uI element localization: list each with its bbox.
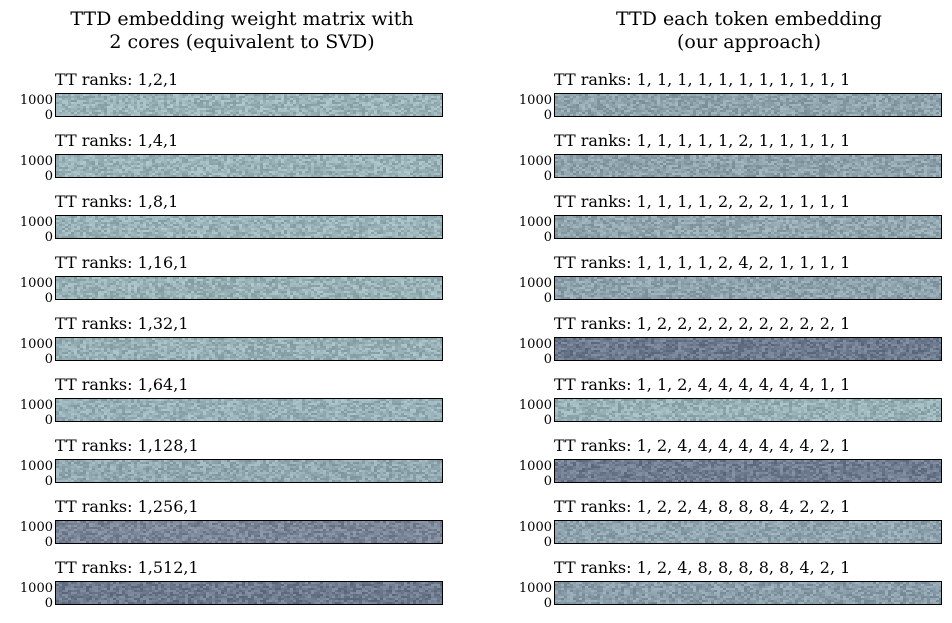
heatmap-panel [554, 337, 942, 361]
heatmap-panel [554, 93, 942, 117]
y-tick-label: 0 [13, 231, 53, 245]
subplot-title: TT ranks: 1, 1, 1, 1, 1, 2, 1, 1, 1, 1, … [554, 132, 850, 150]
heatmap-panel [554, 215, 942, 239]
heatmap-panel [55, 520, 443, 544]
y-tick-label: 1000 [512, 155, 552, 169]
heatmap-panel [55, 459, 443, 483]
heatmap-image [555, 521, 941, 543]
heatmap-panel [55, 337, 443, 361]
y-tick-label: 1000 [13, 460, 53, 474]
y-tick-label: 0 [512, 353, 552, 367]
subplot-title: TT ranks: 1, 1, 1, 1, 2, 4, 2, 1, 1, 1, … [554, 254, 850, 272]
heatmap-panel [55, 215, 443, 239]
heatmap-image [56, 521, 442, 543]
heatmap-panel [55, 581, 443, 605]
heatmap-panel [55, 93, 443, 117]
heatmap-image [555, 277, 941, 299]
heatmap-panel [554, 398, 942, 422]
subplot-title: TT ranks: 1,128,1 [55, 437, 199, 455]
subplot-title: TT ranks: 1,16,1 [55, 254, 189, 272]
y-tick-label: 1000 [512, 582, 552, 596]
y-tick-label: 1000 [13, 338, 53, 352]
heatmap-image [56, 216, 442, 238]
heatmap-panel [554, 520, 942, 544]
heatmap-image [555, 338, 941, 360]
y-tick-label: 1000 [13, 216, 53, 230]
y-tick-label: 0 [13, 597, 53, 611]
subplot-title: TT ranks: 1,512,1 [55, 559, 199, 577]
y-tick-label: 1000 [13, 277, 53, 291]
heatmap-image [56, 277, 442, 299]
y-tick-label: 0 [13, 170, 53, 184]
heatmap-image [555, 399, 941, 421]
y-tick-label: 1000 [512, 460, 552, 474]
y-tick-label: 0 [512, 475, 552, 489]
column-title-left: TTD embedding weight matrix with 2 cores… [12, 8, 472, 54]
y-tick-label: 1000 [512, 216, 552, 230]
heatmap-panel [554, 154, 942, 178]
y-tick-label: 0 [13, 292, 53, 306]
y-tick-label: 0 [512, 597, 552, 611]
heatmap-panel [554, 459, 942, 483]
heatmap-image [56, 582, 442, 604]
y-tick-label: 0 [512, 170, 552, 184]
heatmap-panel [554, 276, 942, 300]
subplot-title: TT ranks: 1,32,1 [55, 315, 189, 333]
subplot-title: TT ranks: 1,4,1 [55, 132, 178, 150]
y-tick-label: 0 [13, 414, 53, 428]
heatmap-image [56, 338, 442, 360]
column-title-right: TTD each token embedding (our approach) [519, 8, 952, 54]
y-tick-label: 1000 [512, 277, 552, 291]
subplot-title: TT ranks: 1, 2, 4, 8, 8, 8, 8, 8, 4, 2, … [554, 559, 850, 577]
heatmap-panel [554, 581, 942, 605]
heatmap-image [56, 460, 442, 482]
heatmap-image [555, 94, 941, 116]
y-tick-label: 0 [13, 475, 53, 489]
y-tick-label: 1000 [13, 582, 53, 596]
y-tick-label: 1000 [13, 155, 53, 169]
y-tick-label: 0 [512, 231, 552, 245]
heatmap-panel [55, 276, 443, 300]
y-tick-label: 0 [512, 414, 552, 428]
heatmap-image [555, 460, 941, 482]
y-tick-label: 1000 [512, 338, 552, 352]
subplot-title: TT ranks: 1, 1, 2, 4, 4, 4, 4, 4, 4, 1, … [554, 376, 850, 394]
heatmap-panel [55, 398, 443, 422]
y-tick-label: 1000 [13, 94, 53, 108]
y-tick-label: 0 [13, 353, 53, 367]
subplot-title: TT ranks: 1,256,1 [55, 498, 199, 516]
y-tick-label: 0 [512, 292, 552, 306]
y-tick-label: 0 [512, 109, 552, 123]
y-tick-label: 1000 [13, 521, 53, 535]
heatmap-image [56, 399, 442, 421]
heatmap-image [56, 155, 442, 177]
y-tick-label: 1000 [512, 94, 552, 108]
heatmap-image [555, 582, 941, 604]
subplot-title: TT ranks: 1, 1, 1, 1, 1, 1, 1, 1, 1, 1, … [554, 71, 850, 89]
subplot-title: TT ranks: 1, 2, 2, 2, 2, 2, 2, 2, 2, 2, … [554, 315, 850, 333]
y-tick-label: 1000 [13, 399, 53, 413]
subplot-title: TT ranks: 1,2,1 [55, 71, 178, 89]
heatmap-panel [55, 154, 443, 178]
heatmap-image [555, 155, 941, 177]
subplot-title: TT ranks: 1,64,1 [55, 376, 189, 394]
y-tick-label: 0 [13, 109, 53, 123]
heatmap-image [555, 216, 941, 238]
y-tick-label: 1000 [512, 399, 552, 413]
subplot-title: TT ranks: 1, 2, 4, 4, 4, 4, 4, 4, 4, 2, … [554, 437, 850, 455]
subplot-title: TT ranks: 1, 1, 1, 1, 2, 2, 2, 1, 1, 1, … [554, 193, 850, 211]
y-tick-label: 0 [13, 536, 53, 550]
y-tick-label: 0 [512, 536, 552, 550]
y-tick-label: 1000 [512, 521, 552, 535]
subplot-title: TT ranks: 1, 2, 2, 4, 8, 8, 8, 4, 2, 2, … [554, 498, 850, 516]
subplot-title: TT ranks: 1,8,1 [55, 193, 178, 211]
heatmap-image [56, 94, 442, 116]
